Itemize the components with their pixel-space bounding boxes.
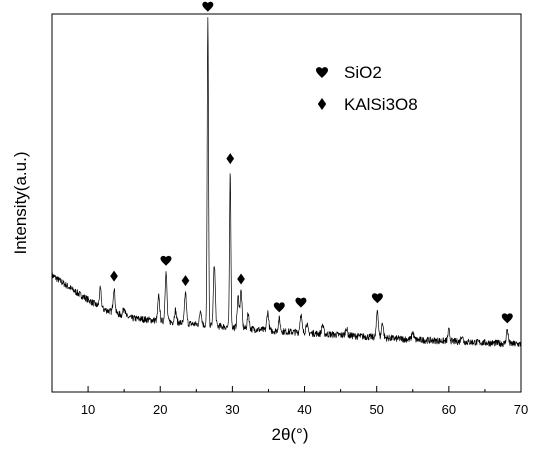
peak-markers: [110, 1, 513, 324]
kalsi3o8-peak-marker: [237, 273, 245, 285]
legend: SiO2 KAlSi3O8: [316, 63, 418, 114]
sio2-peak-marker: [295, 297, 307, 308]
xrd-pattern-line: [51, 17, 522, 348]
diamond-legend-icon: [317, 98, 327, 110]
y-axis-title: Intensity(a.u.): [11, 152, 30, 255]
x-tick-label: 70: [514, 402, 528, 417]
x-tick-label: 50: [369, 402, 383, 417]
sio2-peak-marker: [160, 255, 172, 266]
heart-legend-icon: [316, 67, 328, 78]
legend-entry-label: KAlSi3O8: [344, 95, 418, 114]
x-tick-label: 60: [442, 402, 456, 417]
legend-entry-label: SiO2: [344, 63, 382, 82]
x-tick-label: 40: [297, 402, 311, 417]
sio2-peak-marker: [371, 293, 383, 304]
x-axis-title: 2θ(°): [271, 425, 308, 444]
sio2-peak-marker: [501, 313, 513, 324]
kalsi3o8-peak-marker: [110, 270, 118, 282]
x-axis-tick-labels: 10 20 30 40 50 60 70: [81, 402, 528, 417]
sio2-peak-marker: [273, 302, 285, 313]
x-tick-label: 10: [81, 402, 95, 417]
plot-frame: [51, 13, 522, 393]
kalsi3o8-peak-marker: [226, 153, 235, 165]
x-axis-ticks: [87, 386, 486, 392]
kalsi3o8-peak-marker: [181, 275, 190, 287]
x-tick-label: 20: [153, 402, 167, 417]
sio2-peak-marker: [202, 1, 214, 12]
x-tick-label: 30: [225, 402, 239, 417]
